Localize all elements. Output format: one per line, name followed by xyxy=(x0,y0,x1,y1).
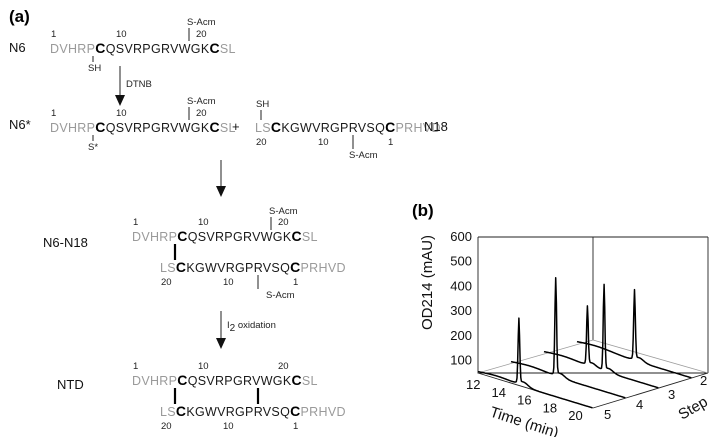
oxidation-reagent: I2 oxidation xyxy=(227,320,276,334)
ntd-num-10-top: 10 xyxy=(198,361,209,372)
n6star-label: N6* xyxy=(9,117,31,132)
y-tick-label: 300 xyxy=(450,303,472,318)
waterfall-chart: OD214 (mAU) Time (min) Step 600500400300… xyxy=(419,229,711,437)
ntd-label: NTD xyxy=(57,377,84,392)
x-tick-label: 18 xyxy=(543,400,557,415)
n6n18-num-1-top: 1 xyxy=(133,217,138,228)
n6-num-1: 1 xyxy=(51,29,56,40)
n6-num-10: 10 xyxy=(116,29,127,40)
n6-bottom-mod: SH xyxy=(88,63,101,74)
coupling-step xyxy=(216,160,226,197)
y-tick-label: 500 xyxy=(450,254,472,269)
n6n18-num-20-bottom: 20 xyxy=(161,277,172,288)
y-axis-label: OD214 (mAU) xyxy=(419,235,436,330)
n6n18-top-sequence: DVHRPCQSVRPGRVWGKCSL xyxy=(132,228,318,244)
arrow-down-icon xyxy=(115,95,125,106)
n6n18-num-1-bottom: 1 xyxy=(293,277,298,288)
x-tick-label: 12 xyxy=(466,377,480,392)
step-axis xyxy=(592,372,709,409)
n18-label: N18 xyxy=(424,119,448,134)
n18-num-10: 10 xyxy=(318,137,329,148)
trace-step-2 xyxy=(576,288,692,379)
y-tick-labels: 600 500 400 300 200 100 xyxy=(450,229,472,368)
ntd-num-20-top: 20 xyxy=(278,361,289,372)
plus-sign: + xyxy=(232,119,240,134)
x-tick-label: 14 xyxy=(492,385,506,400)
trace-step-5 xyxy=(477,317,593,409)
n6-num-20: 20 xyxy=(196,29,207,40)
z-tick-labels: 2 3 4 5 xyxy=(604,373,707,422)
n18-row: SH LSCKGWVRGPRVSQCPRHVD 20 10 1 S-Acm N1… xyxy=(255,99,448,161)
y-tick-label: 600 xyxy=(450,229,472,244)
ntd-top-sequence: DVHRPCQSVRPGRVWGKCSL xyxy=(132,372,318,388)
n6-sequence: DVHRPCQSVRPGRVWGKCSL xyxy=(50,40,236,56)
n18-num-1: 1 xyxy=(388,137,393,148)
n6n18-row: N6-N18 S-Acm 1 10 20 DVHRPCQSVRPGRVWGKCS… xyxy=(43,206,346,301)
n6star-num-10: 10 xyxy=(116,108,127,119)
x-tick-labels: 12 14 16 18 20 xyxy=(466,377,583,423)
n18-num-20: 20 xyxy=(256,137,267,148)
dtnb-reagent: DTNB xyxy=(126,79,152,90)
arrow-down-icon xyxy=(216,186,226,197)
n6n18-top-mod: S-Acm xyxy=(269,206,298,217)
trace-step-3 xyxy=(543,283,659,389)
n6n18-bottom-mod: S-Acm xyxy=(266,290,295,301)
n18-bottom-mod: S-Acm xyxy=(349,150,378,161)
z-tick-label: 3 xyxy=(668,387,675,402)
y-tick-label: 400 xyxy=(450,278,472,293)
n6star-num-1: 1 xyxy=(51,108,56,119)
z-axis-label: Step xyxy=(676,393,711,423)
n6star-bottom-mod: S* xyxy=(88,142,98,153)
oxidation-step: I2 oxidation xyxy=(216,311,276,349)
x-tick-label: 16 xyxy=(517,393,531,408)
ntd-num-1-top: 1 xyxy=(133,361,138,372)
trace-step-4 xyxy=(510,277,626,399)
ntd-bottom-sequence: LSCKGWVRGPRVSQCPRHVD xyxy=(160,403,346,419)
n18-sequence: LSCKGWVRGPRVSQCPRHVD xyxy=(255,119,441,135)
arrow-down-icon xyxy=(216,338,226,349)
n6star-num-20: 20 xyxy=(196,108,207,119)
n6n18-num-10-bottom: 10 xyxy=(223,277,234,288)
dtnb-step: DTNB xyxy=(115,66,152,106)
panel-a-label: (a) xyxy=(9,7,30,26)
n6-top-mod: S-Acm xyxy=(187,17,216,28)
n6star-sequence: DVHRPCQSVRPGRVWGKCSL xyxy=(50,119,236,135)
ntd-num-1-bottom: 1 xyxy=(293,421,298,432)
y-tick-label: 100 xyxy=(450,353,472,368)
n6star-row: N6* 1 10 20 S-Acm DVHRPCQSVRPGRVWGKCSL S… xyxy=(9,96,236,153)
n6-label: N6 xyxy=(9,40,26,55)
n6n18-label: N6-N18 xyxy=(43,235,88,250)
n6-row: N6 1 10 20 S-Acm DVHRPCQSVRPGRVWGKCSL SH xyxy=(9,17,236,74)
ntd-num-10-bottom: 10 xyxy=(223,421,234,432)
n6star-top-mod: S-Acm xyxy=(187,96,216,107)
z-tick-label: 2 xyxy=(700,373,707,388)
z-tick-label: 5 xyxy=(604,407,611,422)
n6n18-num-20-top: 20 xyxy=(278,217,289,228)
chromatogram-traces xyxy=(477,277,692,409)
y-tick-label: 200 xyxy=(450,328,472,343)
n6n18-bottom-sequence: LSCKGWVRGPRVSQCPRHVD xyxy=(160,259,346,275)
n6n18-num-10-top: 10 xyxy=(198,217,209,228)
z-tick-label: 4 xyxy=(636,397,643,412)
ntd-num-20-bottom: 20 xyxy=(161,421,172,432)
ntd-row: NTD 1 10 20 DVHRPCQSVRPGRVWGKCSL LSCKGWV… xyxy=(57,361,346,432)
x-tick-label: 20 xyxy=(568,408,582,423)
panel-b-label: (b) xyxy=(412,201,434,220)
n18-top-mod: SH xyxy=(256,99,269,110)
